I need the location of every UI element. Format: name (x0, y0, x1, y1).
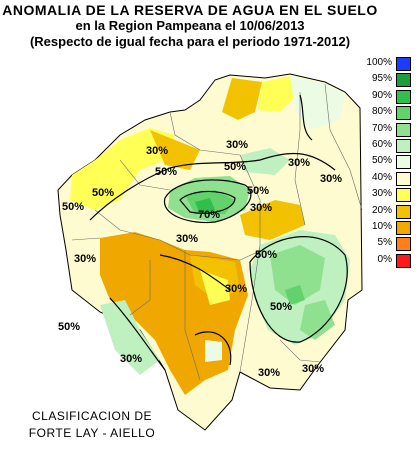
legend-swatch (396, 171, 411, 186)
isoline-label: 30% (176, 233, 198, 245)
legend-swatch (396, 106, 411, 121)
color-legend: 100% 95% 90% 80% 70% 60% 50% 40% 30% 20% 10% 5% 0% (364, 56, 420, 269)
legend-label: 100% (366, 57, 392, 68)
legend-swatch (396, 253, 411, 268)
legend-row: 5% (364, 236, 420, 252)
legend-swatch (396, 73, 411, 88)
legend-row: 30% (364, 187, 420, 203)
legend-row: 100% (364, 56, 420, 72)
legend-swatch (396, 220, 411, 235)
legend-label: 70% (371, 122, 392, 134)
legend-row: 40% (364, 171, 420, 187)
map-region (57, 73, 363, 431)
legend-swatch (396, 89, 411, 104)
isoline-label: 30% (258, 367, 280, 379)
isoline-label: 50% (255, 249, 277, 261)
isoline-labels: 30% 30% 30% 50% 50% 70% 50% 30% 30% 50% … (58, 139, 342, 379)
isoline-label: 50% (62, 201, 84, 213)
legend-swatch (396, 204, 411, 219)
legend-row: 20% (364, 204, 420, 220)
isoline-label: 30% (250, 202, 272, 214)
legend-row: 0% (364, 253, 420, 269)
isoline-label: 50% (155, 166, 177, 178)
legend-label: 0% (377, 253, 392, 265)
isoline-label: 50% (270, 301, 292, 313)
legend-swatch (396, 138, 411, 153)
isoline-label: 30% (146, 145, 168, 157)
isoline-label: 50% (247, 185, 269, 197)
legend-label: 20% (371, 204, 392, 216)
legend-label: 30% (371, 188, 392, 200)
isolines (89, 94, 348, 371)
legend-row: 95% (364, 72, 420, 88)
isoline-label: 30% (120, 353, 142, 365)
legend-label: 10% (371, 220, 392, 232)
isoline-label: 30% (74, 253, 96, 265)
legend-swatch (396, 57, 411, 71)
legend-swatch (396, 155, 411, 170)
isoline-label: 30% (288, 157, 310, 169)
isoline-label: 30% (320, 173, 342, 185)
legend-row: 60% (364, 138, 420, 154)
legend-row: 50% (364, 154, 420, 170)
isoline-label: 30% (225, 283, 247, 295)
isoline-label: 30% (226, 139, 248, 151)
legend-label: 50% (371, 155, 392, 167)
legend-row: 10% (364, 220, 420, 236)
legend-label: 95% (371, 73, 392, 85)
credit-line-2: FORTE LAY - AIELLO (28, 426, 156, 440)
legend-label: 90% (371, 89, 392, 101)
isoline-label: 70% (198, 209, 220, 221)
boundaries (71, 83, 363, 381)
legend-label: 5% (377, 237, 392, 249)
legend-label: 80% (371, 106, 392, 118)
isoline-label: 50% (58, 321, 80, 333)
legend-row: 70% (364, 122, 420, 138)
legend-label: 60% (371, 138, 392, 150)
isoline-label: 30% (302, 363, 324, 375)
isoline-label: 50% (224, 161, 246, 173)
legend-swatch (396, 122, 411, 137)
map-title: ANOMALIA DE LA RESERVA DE AGUA EN EL SUE… (2, 2, 378, 18)
map-subtitle-period: (Respecto de igual fecha para el periodo… (29, 34, 351, 49)
legend-label: 40% (371, 171, 392, 183)
credit-line-1: CLASIFICACION DE (31, 409, 153, 423)
legend-row: 90% (364, 89, 420, 105)
legend-row: 80% (364, 105, 420, 121)
map-subtitle-date: en la Region Pampeana el 10/06/2013 (75, 18, 305, 33)
isoline-label: 50% (92, 187, 114, 199)
legend-swatch (396, 188, 411, 203)
legend-swatch (396, 237, 411, 252)
